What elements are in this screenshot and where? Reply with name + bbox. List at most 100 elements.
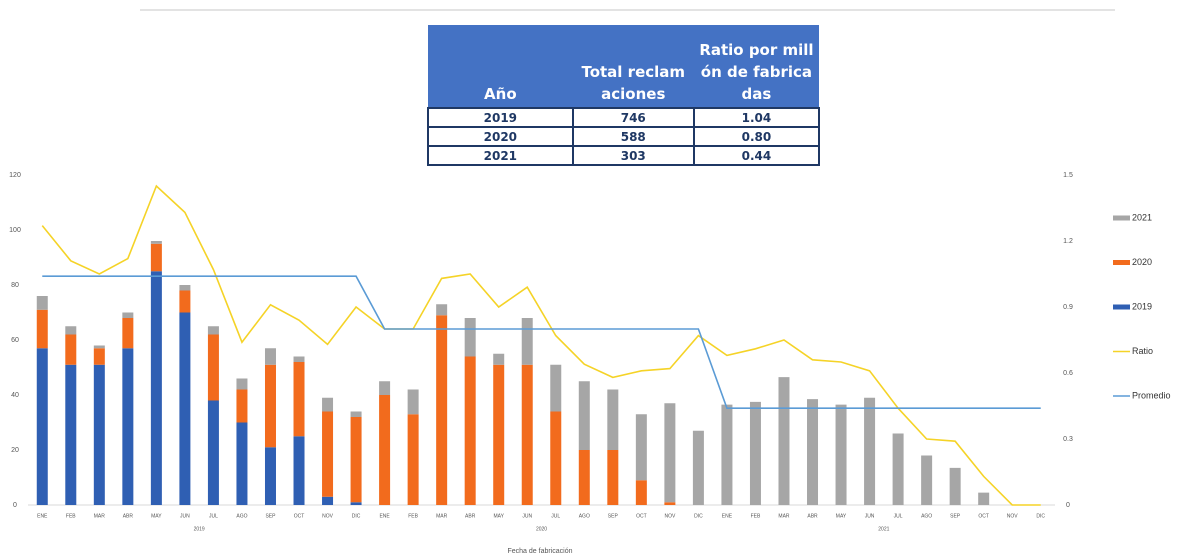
bar-segment: [207, 326, 219, 335]
bar-segment: [692, 430, 704, 505]
x-tick-label: AGO: [236, 513, 247, 519]
bar-segment: [36, 348, 48, 505]
x-tick-label: ABR: [807, 513, 818, 519]
x-axis-title: Fecha de fabricación: [508, 548, 573, 555]
x-tick-label: MAY: [493, 513, 504, 519]
bar-segment: [93, 364, 105, 505]
bar-segment: [293, 362, 305, 437]
bar-segment: [578, 450, 590, 505]
x-group-label: 2021: [878, 526, 889, 532]
y-tick-label: 100: [9, 227, 21, 234]
line-series: [41, 184, 1041, 506]
header-row: Año Total reclamaciones Ratio por millón…: [428, 25, 819, 108]
table-row: 2020 588 0.80: [427, 126, 821, 147]
table-row: 2019 746 1.04: [427, 107, 821, 128]
x-tick-label: SEP: [608, 513, 619, 519]
bar-segment: [578, 381, 590, 450]
x-tick-label: ENE: [37, 513, 48, 519]
x-tick-label: DIC: [1036, 513, 1045, 519]
bar-segment: [179, 285, 191, 291]
y2-tick-label: 0.6: [1063, 370, 1073, 377]
bar-segment: [293, 356, 305, 362]
x-tick-label: MAR: [778, 513, 790, 519]
x-tick-label: DIC: [352, 513, 361, 519]
bar-segment: [493, 364, 505, 505]
x-tick-label: AGO: [579, 513, 590, 519]
bar-segment: [921, 455, 933, 505]
x-tick-label: JUN: [865, 513, 875, 519]
header-cell: Año: [428, 25, 573, 108]
x-tick-label: AGO: [921, 513, 932, 519]
bar-segment: [635, 414, 647, 481]
x-tick-label: NOV: [322, 513, 334, 519]
bar-segment: [550, 364, 562, 412]
legend-label: 2020: [1132, 257, 1152, 267]
table-cell: 2019: [427, 107, 574, 128]
bar-segment: [150, 243, 162, 272]
x-tick-label: FEB: [66, 513, 76, 519]
bar-segment: [36, 296, 48, 310]
x-tick-label: JUL: [551, 513, 560, 519]
y2-tick-label: 0: [1066, 502, 1070, 509]
legend-swatch: [1113, 260, 1130, 265]
x-tick-label: ENE: [722, 513, 733, 519]
table-cell: 2020: [427, 126, 574, 147]
bar-segment: [236, 422, 248, 505]
bar-segment: [350, 417, 362, 503]
header-cell: Ratio por millón de fabricadas: [693, 25, 819, 108]
x-tick-label: NOV: [1007, 513, 1019, 519]
x-tick-label: MAY: [836, 513, 847, 519]
bar-segment: [436, 304, 448, 316]
bar-segment: [322, 411, 334, 497]
bar-segment: [179, 312, 191, 505]
x-tick-label: DIC: [694, 513, 703, 519]
line-series: [42, 275, 1041, 410]
x-tick-label: NOV: [664, 513, 676, 519]
y2-tick-label: 0.3: [1063, 436, 1073, 443]
x-tick-label: JUN: [180, 513, 190, 519]
bar-segment: [807, 399, 819, 505]
bar-segment: [36, 309, 48, 349]
legend-label: Ratio: [1132, 346, 1153, 356]
x-group-label: 2020: [536, 526, 547, 532]
x-tick-label: JUN: [522, 513, 532, 519]
bar-segment: [864, 397, 876, 505]
table-cell: 303: [571, 145, 695, 166]
bar-segment: [521, 364, 533, 505]
table-cell: 0.80: [692, 126, 821, 147]
x-tick-label: SEP: [265, 513, 276, 519]
bar-segment: [122, 312, 134, 318]
bar-segment: [264, 447, 276, 505]
bar-segment: [379, 381, 391, 395]
bar-segment: [236, 389, 248, 423]
x-tick-label: SEP: [950, 513, 961, 519]
bar-segment: [407, 414, 419, 505]
bar-segment: [778, 377, 790, 505]
x-tick-label: OCT: [636, 513, 647, 519]
y-tick-label: 60: [11, 337, 19, 344]
bar-segment: [207, 334, 219, 401]
bar-segment: [350, 502, 362, 505]
bar-segment: [350, 411, 362, 417]
bar-segment: [65, 334, 77, 365]
legend-swatch: [1113, 304, 1130, 310]
bar-segment: [207, 400, 219, 505]
y-tick-label: 40: [11, 392, 19, 399]
x-tick-label: OCT: [978, 513, 989, 519]
x-tick-label: MAY: [151, 513, 162, 519]
bar-segment: [322, 496, 334, 505]
bar-segment: [122, 348, 134, 505]
bar-segment: [379, 395, 391, 505]
x-tick-label: ENE: [379, 513, 390, 519]
x-tick-label: MAR: [436, 513, 448, 519]
bar-segment: [264, 364, 276, 448]
bar-segment: [150, 271, 162, 505]
summary-table: Año Total reclamaciones Ratio por millón…: [427, 25, 821, 166]
legend-label: 2019: [1132, 301, 1152, 311]
legend-swatch: [1113, 215, 1130, 221]
y-tick-label: 80: [11, 282, 19, 289]
x-tick-label: FEB: [751, 513, 761, 519]
x-tick-label: JUL: [209, 513, 218, 519]
bar-segment: [464, 356, 476, 505]
